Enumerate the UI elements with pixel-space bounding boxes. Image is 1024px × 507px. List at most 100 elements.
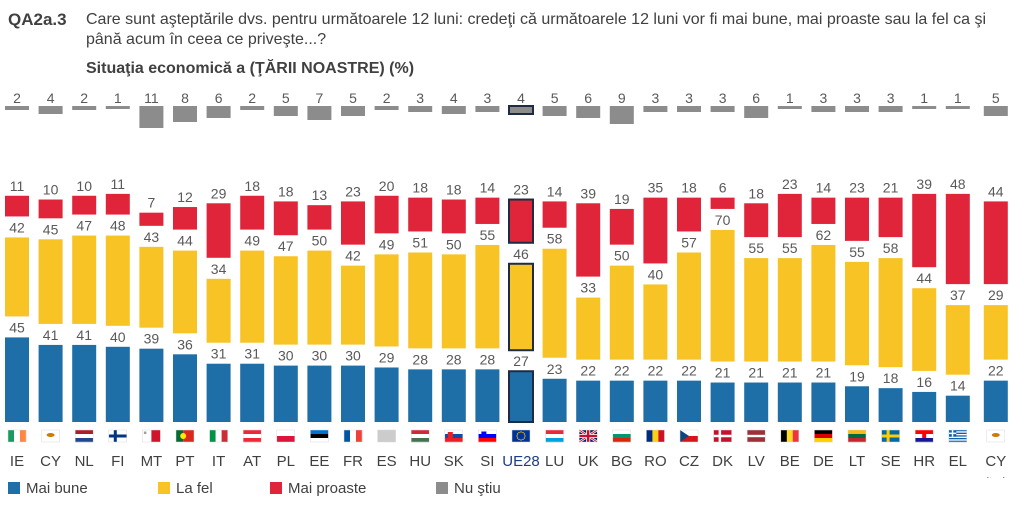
value-label-worse-3: 11 [111,176,126,192]
value-label-better-24: 21 [816,365,832,381]
value-label-same-29: 29 [988,287,1004,303]
value-label-worse-22: 18 [748,185,764,201]
bar-worse-6 [206,203,231,258]
value-label-dont-know-23: 1 [786,90,794,106]
bar-better-3 [105,346,130,422]
bar-same-28 [945,305,970,375]
bar-same-22 [744,258,769,362]
bar-worse-3 [105,193,130,215]
bar-same-19 [643,284,668,360]
bar-worse-20 [677,197,701,232]
value-label-same-19: 40 [648,266,664,282]
legend-swatch-dont-know [436,482,448,494]
category-label-1: CY [40,453,61,470]
bar-better-13 [441,369,466,422]
flag-ue28-15 [511,429,531,443]
legend-swatch-better [8,482,20,494]
flag-el-28 [948,429,968,443]
value-label-dont-know-6: 6 [215,90,223,106]
bar-better-21 [710,382,735,422]
bar-same-29 [983,305,1008,360]
bar-dont-know-6 [206,106,231,118]
value-label-same-13: 50 [446,236,462,252]
value-label-better-23: 21 [782,365,798,381]
flag-uk-17 [578,429,598,443]
bar-worse-25 [845,197,869,241]
value-label-dont-know-15: 4 [517,90,525,106]
value-label-worse-17: 39 [580,185,596,201]
value-label-better-10: 30 [345,348,361,364]
flag-cy-29 [986,429,1006,443]
bar-same-25 [845,261,869,366]
value-label-same-17: 33 [580,280,596,296]
value-label-same-21: 70 [715,212,731,228]
bar-dont-know-7 [240,106,265,110]
bar-better-8 [273,365,298,422]
flag-pl-8 [276,429,296,443]
legend-item-dont-know: Nu ştiu [436,480,501,497]
value-label-dont-know-21: 3 [719,90,727,106]
value-label-worse-18: 19 [614,191,630,207]
value-label-better-29: 22 [988,363,1004,379]
category-label-16: LU [545,453,564,470]
value-label-dont-know-26: 3 [887,90,895,106]
bar-same-5 [173,250,197,334]
value-label-dont-know-13: 4 [450,90,458,106]
value-label-better-20: 22 [681,363,697,379]
bar-same-14 [475,244,500,349]
value-label-worse-4: 7 [148,195,156,211]
bar-worse-15 [508,198,534,244]
value-label-better-2: 41 [76,327,92,343]
value-label-better-18: 22 [614,363,630,379]
value-label-better-1: 41 [43,327,59,343]
value-label-same-25: 55 [849,244,865,260]
value-label-dont-know-11: 2 [383,90,391,106]
bar-better-24 [811,382,836,422]
bar-dont-know-18 [609,106,634,124]
bar-better-9 [307,365,332,422]
bar-dont-know-26 [878,106,903,112]
category-label-9: EE [309,453,329,470]
bar-worse-2 [72,195,97,215]
flag-lt-25 [847,429,867,443]
value-label-same-20: 57 [681,234,697,250]
flag-hr-27 [914,429,934,443]
value-label-same-12: 51 [412,234,428,250]
value-label-same-24: 62 [816,227,832,243]
value-label-same-28: 37 [950,287,966,303]
bar-worse-1 [38,199,63,219]
bar-worse-5 [173,207,197,230]
value-label-better-19: 22 [648,363,664,379]
value-label-worse-26: 21 [883,180,899,196]
bar-dont-know-1 [38,106,63,114]
bar-same-0 [5,237,29,317]
bar-same-3 [105,235,130,326]
flag-dk-21 [713,429,732,443]
bar-worse-16 [542,201,567,228]
value-label-worse-27: 39 [916,176,932,192]
value-label-dont-know-14: 3 [484,90,492,106]
category-label-24: DE [813,453,834,470]
value-label-better-28: 14 [950,378,966,394]
flag-es-11 [377,429,396,443]
category-label-0: IE [10,453,24,470]
value-label-same-26: 58 [883,240,899,256]
bar-worse-28 [945,193,970,285]
value-label-same-10: 42 [345,248,361,264]
bar-same-6 [206,278,231,343]
value-label-same-8: 47 [278,238,294,254]
bar-dont-know-29 [983,106,1008,116]
category-label-13: SK [444,453,464,470]
legend-label-worse: Mai proaste [288,480,367,497]
flag-ro-19 [646,429,665,443]
legend-label-better: Mai bune [26,480,88,497]
bar-dont-know-17 [576,106,601,118]
bar-better-2 [72,344,97,422]
bar-better-0 [5,337,29,422]
value-label-dont-know-28: 1 [954,90,962,106]
value-label-same-27: 44 [916,270,932,286]
flag-cy-1 [41,429,60,443]
bar-dont-know-4 [139,106,164,128]
value-label-dont-know-17: 6 [584,90,592,106]
value-label-same-15: 46 [513,246,529,262]
